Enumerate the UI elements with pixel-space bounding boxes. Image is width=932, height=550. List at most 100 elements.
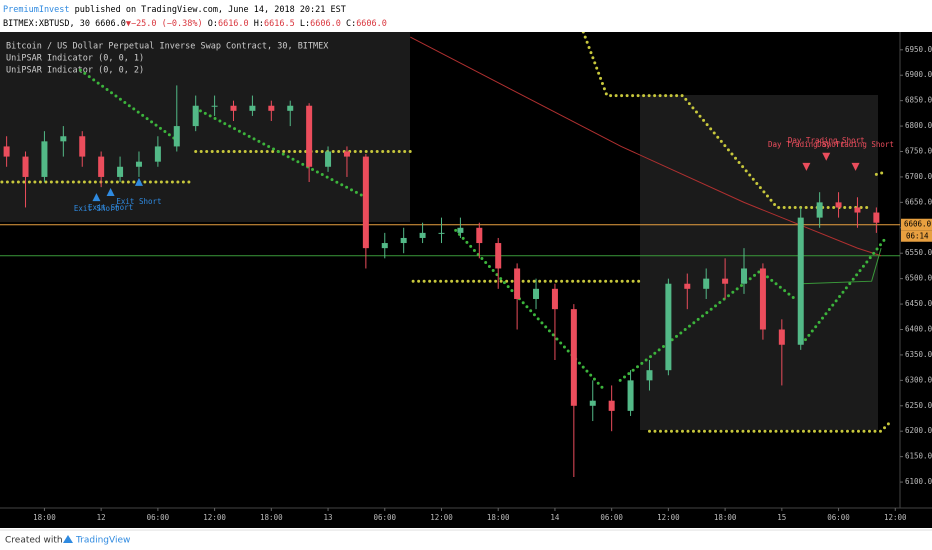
y-tick-label: 6150.0 [905,452,932,461]
exit-marker [92,193,101,202]
x-tick-label: 12:00 [203,513,226,522]
candle-body [117,166,124,177]
candle-body [476,227,483,244]
y-tick-label: 6200.0 [905,426,932,435]
x-tick-label: 12:00 [430,513,453,522]
y-tick-label: 6650.0 [905,197,932,206]
candle-body [381,243,388,249]
candle-body [570,309,577,406]
psar-dots [581,32,888,209]
shade [640,95,878,430]
quote-part: 6606.0 [356,19,387,29]
legend-entry: Bitcoin / US Dollar Perpetual Inverse Sw… [6,42,329,52]
candle-body [98,156,105,177]
candle-body [438,232,445,234]
candle-body [797,217,804,345]
annotation: Exit Short [74,204,119,213]
candle-body [419,232,426,238]
candle-body [665,283,672,371]
y-tick-label: 6450.0 [905,299,932,308]
quote-part: L: [295,19,310,29]
candle-body [514,268,521,299]
candle-body [362,156,369,249]
candle-body [306,105,313,167]
candle-body [3,146,10,157]
quote-part: O: [203,19,218,29]
x-tick-label: 06:00 [827,513,850,522]
y-tick-label: 6900.0 [905,70,932,79]
legend: Bitcoin / US Dollar Perpetual Inverse Sw… [6,42,329,76]
candle-body [854,207,861,213]
x-tick-label: 14 [550,513,560,522]
y-tick-label: 6750.0 [905,147,932,156]
y-tick-label: 6850.0 [905,96,932,105]
quote-line: BITMEX:XBTUSD, 30 6606.0▼−25.0 (−0.38%) … [3,19,387,29]
logo [63,535,73,543]
published: published on TradingView.com, June 14, 2… [70,5,346,15]
header-line: PremiumInvest published on TradingView.c… [3,5,346,15]
candle-body [816,202,823,218]
candle-body [684,283,691,289]
x-tick-label: 06:00 [147,513,170,522]
author[interactable]: PremiumInvest [3,5,70,15]
x-tick-label: 06:00 [600,513,623,522]
y-tick-label: 6300.0 [905,375,932,384]
footer-created: Created with [5,536,63,546]
x-tick-label: 18:00 [714,513,737,522]
candle-body [400,237,407,244]
y-tick-label: 6250.0 [905,401,932,410]
candle-body [60,136,67,142]
exit-marker [134,177,143,186]
footer-brand[interactable]: TradingView [75,536,130,546]
shade [0,32,410,222]
indicator-line [410,36,882,257]
legend-entry: UniPSAR Indicator (0, 0, 1) [6,54,144,64]
candle-body [551,288,558,310]
candle-body [722,278,729,284]
annotation: Exit Short [116,197,161,206]
x-tick-label: 12 [97,513,106,522]
short-marker [802,162,811,171]
y-tick-label: 6500.0 [905,274,932,283]
annotation: Day Trading Short [788,136,865,145]
candle-body [22,156,29,177]
x-tick-label: 13 [324,513,333,522]
y-tick-label: 6400.0 [905,325,932,334]
y-tick-label: 6550.0 [905,248,932,257]
candle-body [759,268,766,330]
candle-body [211,105,218,107]
annotation: Day Trading Short [817,140,894,149]
candle-body [589,400,596,406]
x-tick-label: 12:00 [657,513,680,522]
candle-body [135,161,142,167]
y-tick-label: 6350.0 [905,350,932,359]
quote-part: 6606.0 [310,19,341,29]
x-tick-label: 18:00 [33,513,56,522]
y-tick-label: 6950.0 [905,45,932,54]
plot [0,32,900,477]
last-price-box [901,218,932,231]
x-tick-label: 12:00 [884,513,907,522]
annotation: Exit Short [88,203,133,212]
short-marker [851,162,860,171]
candle-body [835,202,842,208]
candle-body [608,400,615,411]
quote-part: H: [249,19,264,29]
candle-body [79,136,86,157]
quote-part: 6616.0 [218,19,249,29]
candle-body [457,227,464,233]
candle-body [173,126,180,147]
quote-part: ▼−25.0 (−0.38%) [126,19,203,29]
candle-body [41,141,48,177]
y-tick-label: 6700.0 [905,172,932,181]
countdown-box [901,230,932,242]
candle-body [343,151,350,157]
candle-body [249,105,256,111]
candle-body [287,105,294,111]
candle-body [192,105,199,127]
candle-body [154,146,161,162]
legend-entry: UniPSAR Indicator (0, 0, 2) [6,66,144,76]
psar-dots [78,68,888,393]
y-tick-label: 6800.0 [905,121,932,130]
